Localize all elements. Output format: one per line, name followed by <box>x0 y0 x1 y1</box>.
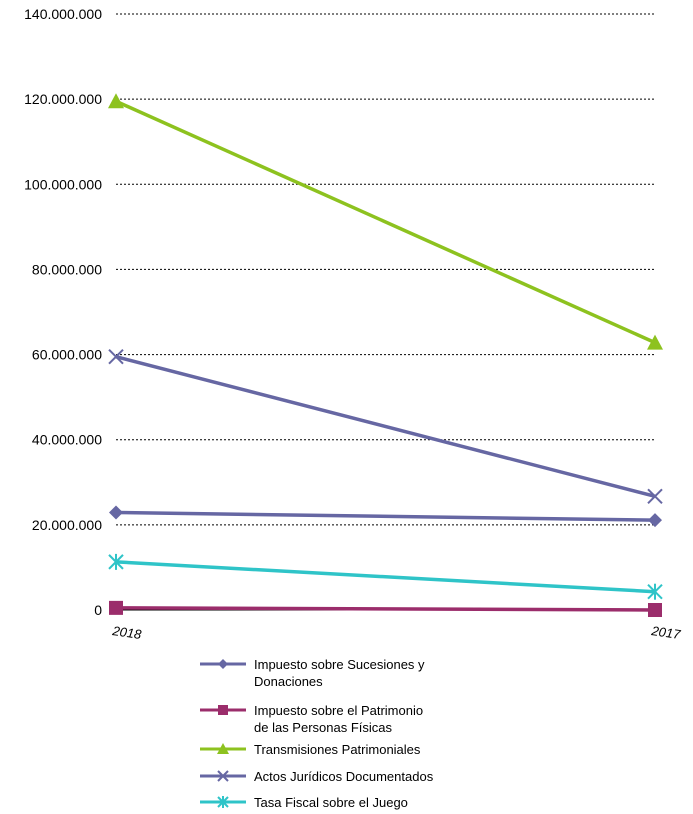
y-axis-ticks: 0 20.000.000 40.000.000 60.000.000 80.000.00… <box>24 6 102 618</box>
y-tick-label: 140.000.000 <box>24 6 102 22</box>
y-tick-label: 20.000.000 <box>32 517 102 533</box>
y-tick-label: 40.000.000 <box>32 432 102 448</box>
legend: Impuesto sobre Sucesiones yDonacionesImp… <box>200 657 434 810</box>
y-tick-label: 0 <box>94 602 102 618</box>
series-line <box>115 560 656 594</box>
legend-marker <box>217 770 229 782</box>
gridlines <box>116 13 656 526</box>
data-point <box>109 600 123 615</box>
series-3 <box>108 93 663 350</box>
legend-item: Actos Jurídicos Documentados <box>200 769 434 784</box>
legend-label: Tasa Fiscal sobre el Juego <box>254 795 408 810</box>
legend-item: Tasa Fiscal sobre el Juego <box>200 795 408 810</box>
legend-label: Donaciones <box>254 674 323 689</box>
data-point <box>648 603 662 617</box>
series-line <box>115 99 656 345</box>
series-5 <box>108 553 663 600</box>
legend-marker-stroke-b <box>217 770 229 782</box>
x-tick-label: 2018 <box>111 623 143 642</box>
y-tick-label: 120.000.000 <box>24 91 102 107</box>
data-point <box>108 93 124 109</box>
legend-label: Impuesto sobre Sucesiones y <box>254 657 425 672</box>
data-point <box>647 583 663 600</box>
data-point <box>108 553 124 570</box>
legend-label: Transmisiones Patrimoniales <box>254 742 421 757</box>
x-axis-ticks: 2018 2017 <box>111 623 682 642</box>
legend-marker <box>217 743 229 754</box>
legend-marker <box>218 659 228 669</box>
legend-marker <box>218 705 228 715</box>
data-point <box>648 513 662 528</box>
legend-item: Transmisiones Patrimoniales <box>200 742 421 757</box>
series-2 <box>109 600 662 617</box>
y-tick-label: 80.000.000 <box>32 261 102 277</box>
data-point <box>647 488 663 505</box>
x-tick-label: 2017 <box>650 623 682 642</box>
legend-label: Impuesto sobre el Patrimonio <box>254 703 423 718</box>
series-line <box>115 355 656 499</box>
data-point <box>109 505 123 520</box>
legend-item: Impuesto sobre Sucesiones y Donaciones <box>200 657 425 689</box>
series-1 <box>109 505 662 528</box>
data-point-stroke-b <box>108 348 124 365</box>
legend-marker <box>217 796 229 808</box>
data-point <box>108 348 124 365</box>
y-tick-label: 100.000.000 <box>24 176 102 192</box>
series-4 <box>108 348 663 505</box>
data-point-stroke-b <box>647 488 663 505</box>
y-tick-label: 60.000.000 <box>32 347 102 363</box>
legend-label: de las Personas Físicas <box>254 720 393 735</box>
legend-label: Actos Jurídicos Documentados <box>254 769 434 784</box>
legend-item: Impuesto sobre el Patrimonio de las Perso… <box>200 703 423 735</box>
series-line <box>115 606 656 612</box>
series-line <box>115 510 656 522</box>
data-point <box>647 334 663 350</box>
